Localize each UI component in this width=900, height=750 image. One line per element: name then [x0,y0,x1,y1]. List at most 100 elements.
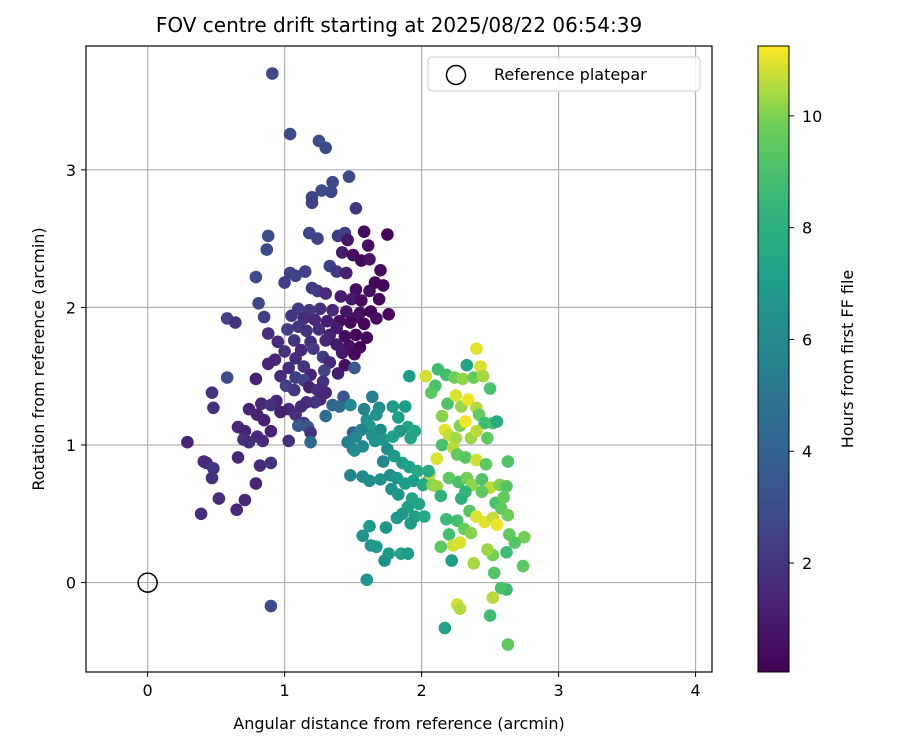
data-point [308,313,322,327]
data-point [430,452,444,466]
data-point [370,312,383,325]
data-point [368,434,382,448]
chart-title: FOV centre drift starting at 2025/08/22 … [156,13,642,37]
data-point [304,426,317,439]
data-point [475,473,489,486]
data-point [434,540,448,554]
data-point [281,323,294,336]
data-point [445,554,459,567]
data-point [264,599,278,613]
data-point [260,243,274,256]
data-point [398,477,412,490]
data-point [333,400,346,413]
data-point [231,451,245,464]
data-point [335,246,349,259]
data-point [392,411,405,424]
data-point [386,400,400,413]
data-point [313,302,327,316]
data-point [300,324,313,338]
data-point [349,283,363,296]
data-point [453,602,467,615]
data-point [378,554,391,567]
data-point [357,402,371,416]
data-point [363,284,376,298]
data-point [479,458,493,471]
data-point [459,415,472,428]
data-point [497,491,511,504]
data-point [370,408,383,422]
data-point [274,369,287,383]
data-point [487,566,501,580]
data-point [330,265,344,278]
data-point [338,330,352,343]
data-point [467,371,481,384]
data-point [337,390,350,404]
data-point [349,202,363,215]
data-point [363,252,376,266]
data-point [382,308,396,321]
legend-marker [445,64,467,86]
plot-frame [85,45,713,673]
data-point [470,342,483,356]
data-point [370,540,383,554]
legend-entry: Reference platepar [494,65,647,84]
data-point [440,513,453,526]
data-point [326,175,339,189]
data-point [474,360,487,373]
data-point [318,364,331,378]
data-point [349,328,363,342]
data-point [205,471,219,485]
data-point [366,390,379,404]
data-point [319,141,333,155]
data-point [287,334,301,347]
data-point [253,459,267,472]
data-point [460,358,474,372]
colorbar-ticks: 2 4 6 8 10 [789,107,822,573]
data-point [274,405,287,419]
colorbar-tick-label: 8 [802,219,812,238]
data-point [341,435,354,449]
y-tick-label: 0 [66,574,76,593]
data-point [181,435,194,449]
data-point [376,279,390,292]
data-point [348,361,361,375]
grid-lines [86,46,712,672]
data-point [476,369,490,383]
data-point [238,493,252,507]
data-point [442,528,456,541]
data-point [348,444,361,457]
data-point [374,473,387,486]
data-point [501,508,515,522]
data-point [441,397,454,411]
data-point [345,292,359,306]
data-point [319,334,333,347]
data-point [483,609,497,622]
data-point [363,519,376,533]
data-point [418,510,431,523]
data-point [289,269,302,283]
data-point [470,453,483,467]
data-point [304,435,317,449]
data-point [254,397,268,411]
data-point [419,369,433,383]
data-point [422,464,435,478]
colorbar-tick-label: 2 [802,554,812,573]
data-point [289,352,302,365]
data-point [379,521,393,534]
data-point [334,290,348,303]
y-tick-label: 3 [66,161,76,180]
data-point [438,621,452,635]
data-point [363,474,376,488]
x-axis-ticks: 0 1 2 3 4 [143,672,701,700]
data-point [342,170,356,183]
data-point [315,184,328,197]
x-tick-label: 0 [143,681,153,700]
data-point [261,357,275,371]
data-point [261,229,275,243]
data-point [430,480,444,493]
data-point [412,497,426,511]
colorbar-tick-label: 6 [802,330,812,349]
colorbar-label: Hours from first FF file [838,270,857,449]
data-point [516,559,530,573]
y-tick-label: 2 [66,298,76,317]
